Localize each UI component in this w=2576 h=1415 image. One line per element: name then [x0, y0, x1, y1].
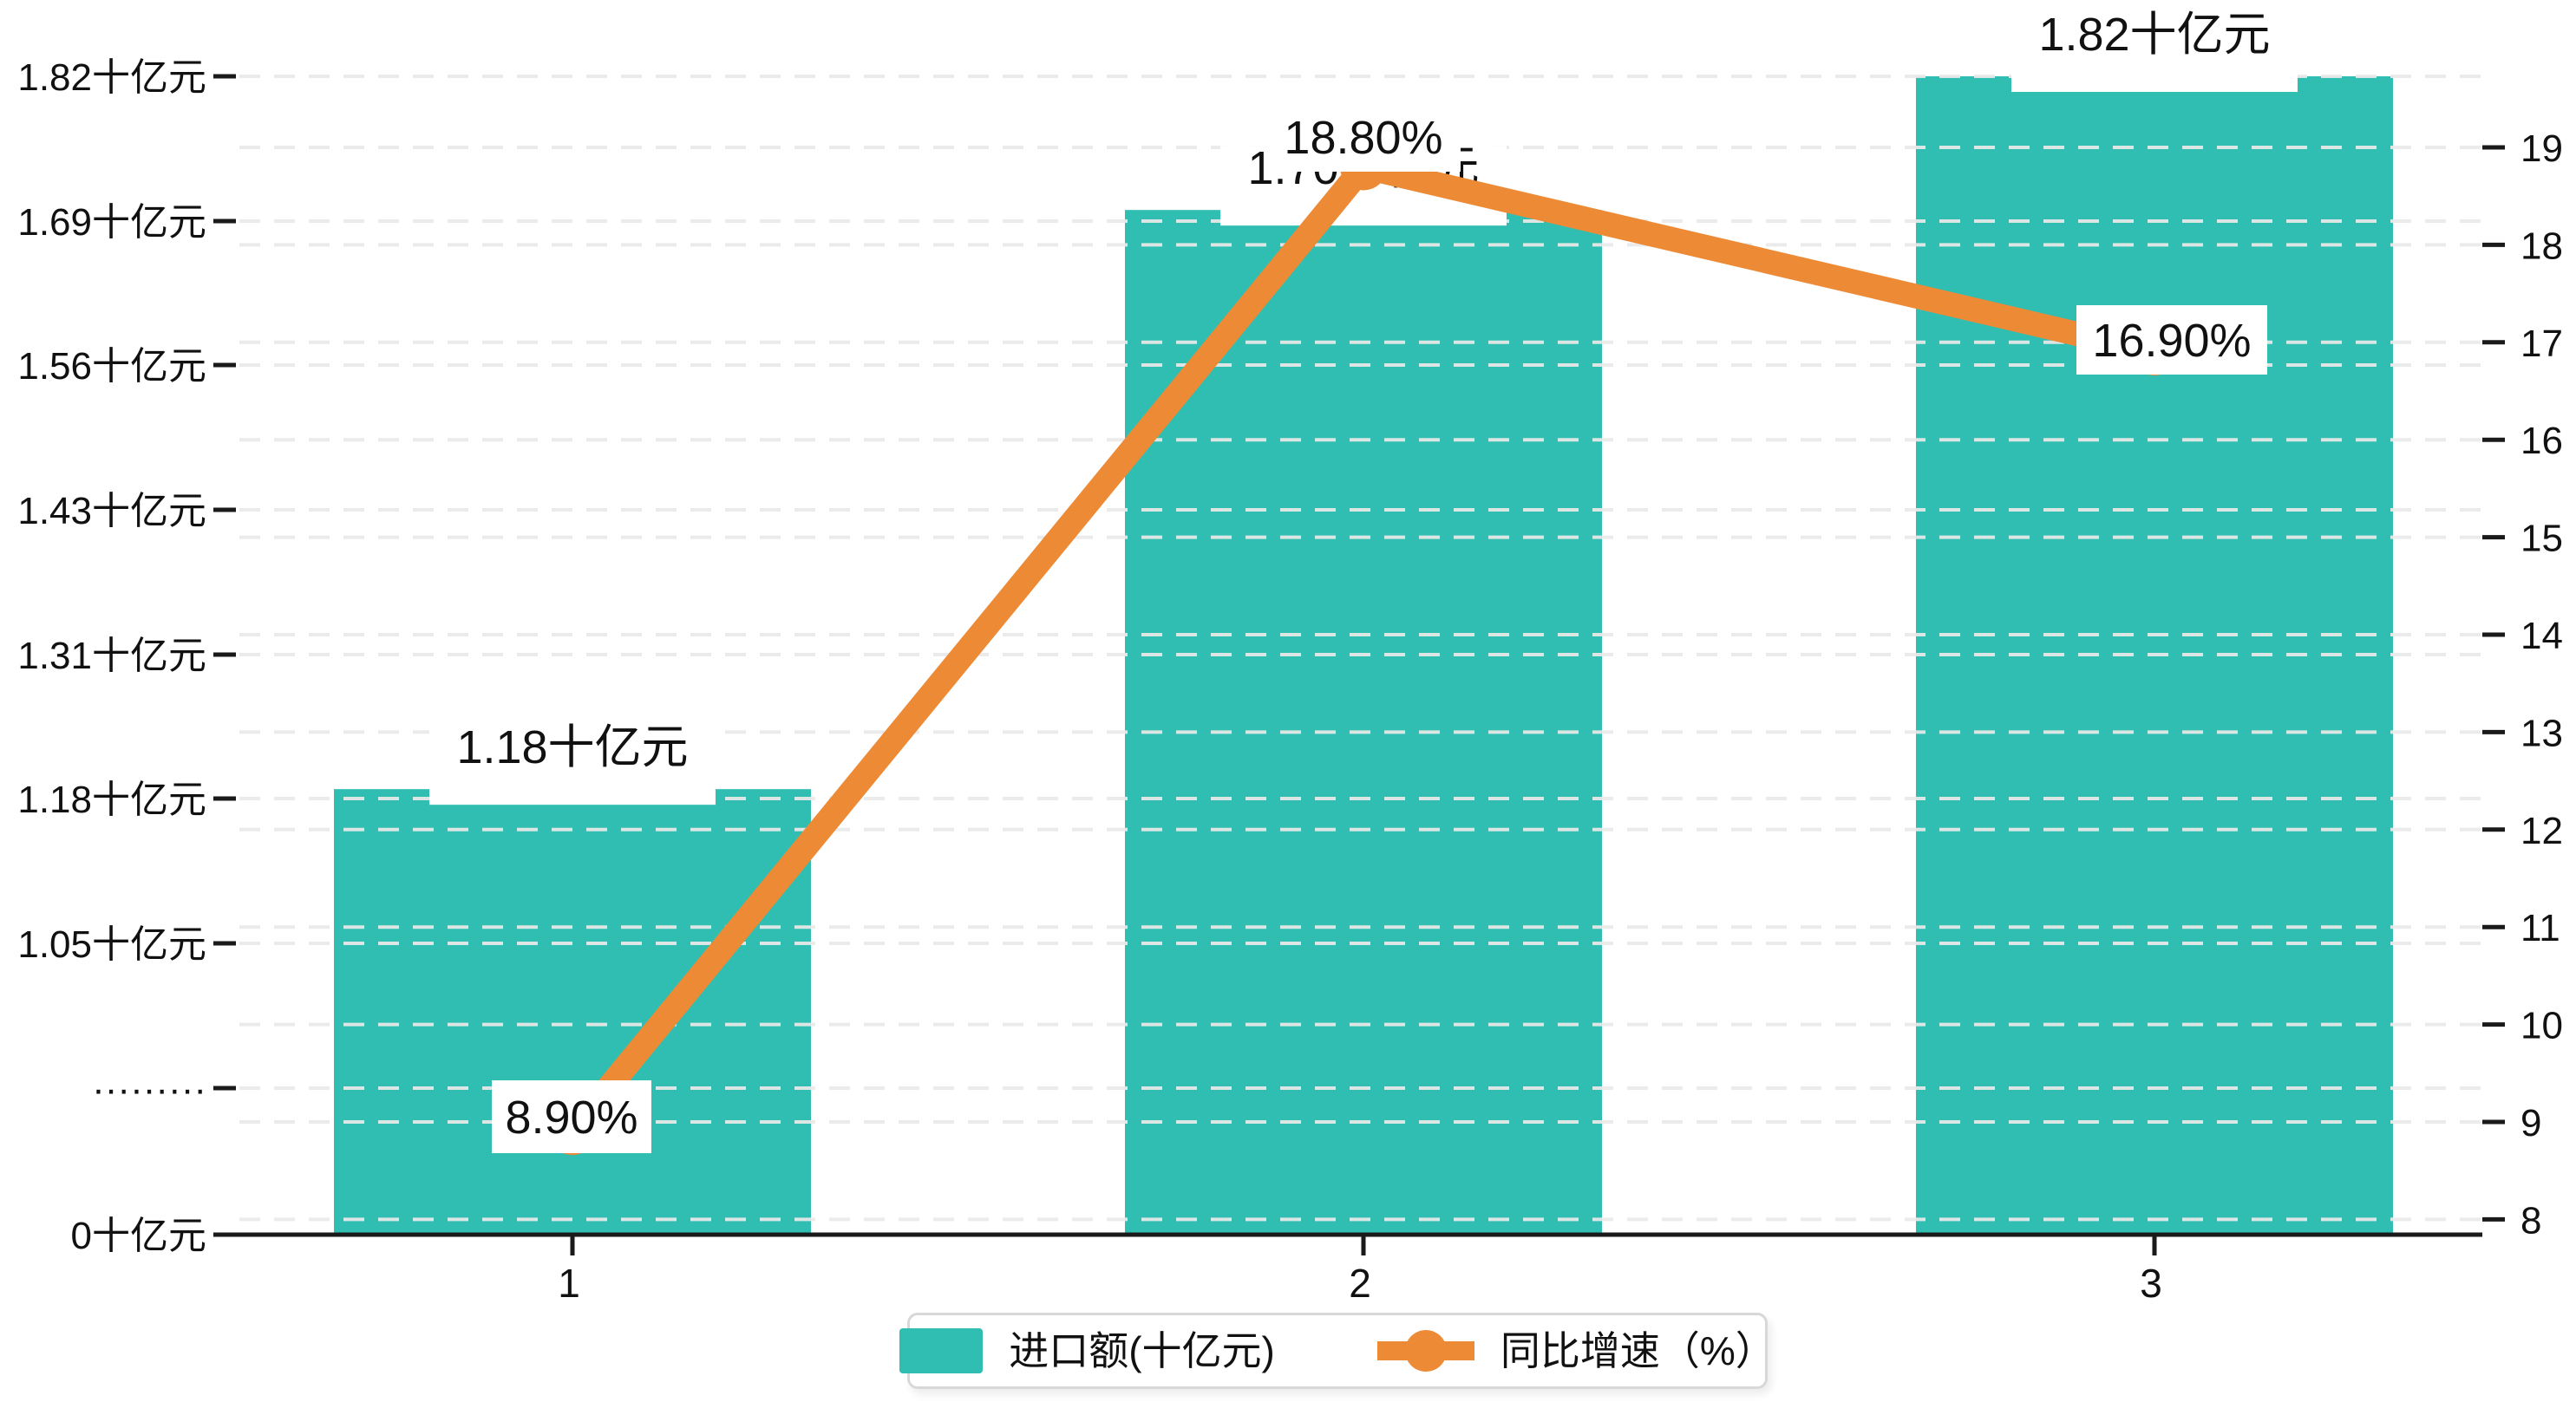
- right-axis-tick-label: 18: [2520, 225, 2563, 267]
- growth-value-label-box: [2076, 305, 2267, 375]
- line-series-dot-icon: [1376, 1328, 1474, 1373]
- growth-value-label: 8.90%: [505, 1092, 637, 1144]
- left-axis-tick-label: 1.05十亿元: [17, 923, 206, 966]
- x-axis-category-label: 2: [1349, 1261, 1371, 1306]
- legend-item-growth[interactable]: 同比增速（%）: [1376, 1328, 1775, 1373]
- growth-value-labels: 8.90% 18.80% 16.90%: [492, 102, 2267, 1153]
- right-axis-tick-label: 8: [2520, 1199, 2541, 1242]
- left-axis-break-label: ·········: [92, 1068, 206, 1111]
- right-axis-tick-label: 10: [2520, 1005, 2563, 1047]
- right-axis-tick-label: 13: [2520, 712, 2563, 754]
- legend-label-growth: 同比增速（%）: [1500, 1328, 1775, 1373]
- left-axis-tick-label: 0十亿元: [71, 1215, 206, 1257]
- growth-value-label: 16.90%: [2092, 315, 2251, 367]
- bar-series: [334, 76, 2393, 1236]
- legend-label-imports: 进口额(十亿元): [1009, 1328, 1275, 1373]
- bar-value-label-box: [2011, 12, 2298, 92]
- bar-series-swatch-icon: [899, 1328, 984, 1373]
- axes: 1.82十亿元 1.69十亿元 1.56十亿元 1.43十亿元 1.31十亿元 1.18十…: [17, 56, 2563, 1306]
- bar-value-label: 1.18十亿元: [456, 721, 688, 773]
- right-axis-tick-label: 15: [2520, 518, 2563, 560]
- right-axis-tick-label: 14: [2520, 615, 2563, 657]
- legend: 进口额(十亿元) 同比增速（%）: [899, 1313, 1775, 1389]
- growth-value-label-box: [1266, 102, 1461, 172]
- x-axis-category-label: 3: [2140, 1261, 2162, 1306]
- right-axis-tick-label: 9: [2520, 1102, 2541, 1144]
- left-axis-tick-label: 1.18十亿元: [17, 779, 206, 821]
- gridlines: [239, 75, 2482, 1222]
- x-axis-category-label: 1: [558, 1261, 580, 1306]
- left-axis-tick-label: 1.31十亿元: [17, 635, 206, 677]
- right-axis-tick-label: 19: [2520, 127, 2563, 170]
- right-axis-tick-label: 12: [2520, 810, 2563, 852]
- left-axis-tick-label: 1.69十亿元: [17, 201, 206, 244]
- left-axis-tick-label: 1.82十亿元: [17, 56, 206, 99]
- bar-category-2[interactable]: [1125, 210, 1602, 1236]
- legend-item-imports[interactable]: 进口额(十亿元): [899, 1328, 1275, 1373]
- bar-value-label: 1.82十亿元: [2038, 9, 2270, 61]
- growth-value-label-box: [492, 1080, 651, 1153]
- bar-category-1[interactable]: [334, 789, 811, 1235]
- left-axis-tick-label: 1.43十亿元: [17, 490, 206, 532]
- right-axis-tick-label: 11: [2520, 907, 2560, 949]
- left-axis-tick-label: 1.56十亿元: [17, 345, 206, 388]
- growth-value-label: 18.80%: [1284, 112, 1442, 164]
- right-axis-tick-label: 16: [2520, 420, 2563, 462]
- bar-value-label-box: [429, 725, 716, 805]
- right-axis-tick-label: 17: [2520, 323, 2563, 365]
